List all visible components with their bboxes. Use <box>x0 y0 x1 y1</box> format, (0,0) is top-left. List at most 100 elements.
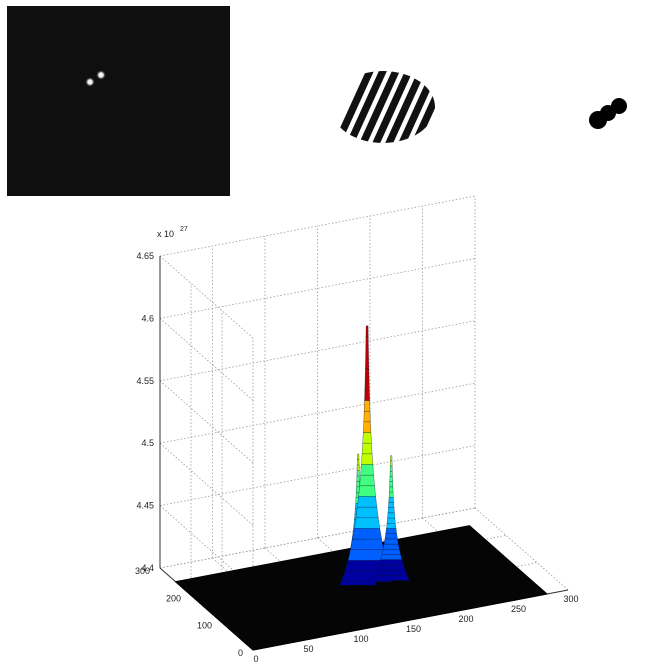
tick-label: 0 <box>253 654 258 664</box>
surface-peak-band <box>365 325 369 337</box>
tick-label: 4.55 <box>136 376 154 386</box>
tick-label: 250 <box>511 604 526 614</box>
fringe-panel <box>331 71 435 143</box>
surface-peak-band <box>380 554 403 560</box>
surface-peak-band <box>364 400 371 412</box>
surface-mesh <box>174 325 549 651</box>
surface-peak-band <box>356 475 360 482</box>
surface-peak-band <box>386 517 396 524</box>
surface-peak-band <box>365 357 369 369</box>
surface-peak-band <box>350 538 384 550</box>
surface-peak-band <box>389 486 394 493</box>
photo-background <box>7 6 230 196</box>
surface-peak-band <box>384 533 398 540</box>
tick-label: 4.4 <box>141 563 154 573</box>
surface-peak-band <box>358 485 376 497</box>
grid-line <box>159 318 254 401</box>
surface-peak-band <box>389 481 394 488</box>
surface-peak-band <box>363 411 371 422</box>
tick-label: 200 <box>166 593 181 603</box>
surface-peak-band <box>356 481 360 487</box>
surface-peak-band <box>357 453 360 460</box>
surface-peak-band <box>362 432 372 444</box>
bright-spot <box>85 77 95 87</box>
fringe-stripe <box>331 71 378 143</box>
tick-label: 0 <box>238 648 243 658</box>
surface-peak-band <box>390 460 393 467</box>
tick-label: 4.6 <box>141 313 154 323</box>
surface-peak-band <box>389 465 393 472</box>
surface-peak-band <box>378 559 404 566</box>
surface-peak-band <box>365 336 369 348</box>
surface-peak-band <box>361 453 373 465</box>
grid-line <box>159 195 476 257</box>
surface-peak-band <box>389 476 393 482</box>
surface-peak-band <box>385 528 397 534</box>
grid-line <box>159 258 476 319</box>
surface-peak-band <box>359 474 375 486</box>
grid-line <box>159 382 476 444</box>
tick-label: 4.45 <box>136 501 154 511</box>
bright-spot <box>96 70 106 80</box>
surface-base <box>174 525 549 651</box>
surface-peak-band <box>360 464 374 476</box>
z-exponent-value: 27 <box>180 226 188 233</box>
tick-label: 4.5 <box>141 438 154 448</box>
surface-peak-band <box>386 523 397 529</box>
binary-blob <box>611 98 627 114</box>
surface-peak-band <box>382 543 400 550</box>
surface-peak-band <box>354 517 381 529</box>
fringe-stripe <box>434 71 435 143</box>
tick-label: 300 <box>563 594 578 604</box>
grid-line <box>159 320 476 382</box>
surface-peak-band <box>361 443 373 454</box>
surface-peak-band <box>387 512 396 519</box>
surface-peak-band <box>388 502 395 508</box>
surface-peak-band <box>356 464 360 471</box>
surface-peak-band <box>355 506 379 518</box>
fringe-stripe <box>369 71 417 143</box>
tick-label: 50 <box>303 644 313 654</box>
tick-label: 100 <box>353 634 368 644</box>
surface-peak-band <box>365 347 369 359</box>
fringe-stripe <box>356 71 404 143</box>
grid-line <box>159 507 476 569</box>
grid-line <box>159 445 476 506</box>
fringe-stripe <box>382 71 430 143</box>
surface-peak-band <box>363 421 372 433</box>
tick-label: 4.65 <box>136 251 154 261</box>
grid-line <box>159 380 254 464</box>
surface-peak-band <box>388 497 394 503</box>
grid-line <box>159 255 254 339</box>
photo-panel <box>7 6 230 196</box>
z-exponent-label: x 10 <box>157 229 174 239</box>
surface-peak-band <box>364 368 370 380</box>
surface-peak-band <box>381 549 401 555</box>
fringe-stripe <box>343 71 391 143</box>
fringe-stripe <box>408 71 435 143</box>
surface-peak-band <box>387 507 395 514</box>
surface-peak-band <box>352 528 382 540</box>
tick-labels: 4.4 4.45 4.5 4.55 4.6 4.65 0 50 100 150 200 250 300 0… <box>135 251 579 664</box>
surface-peak-band <box>388 491 394 498</box>
surface-peak-band <box>389 471 393 477</box>
surface-peak-band <box>364 389 370 401</box>
surface-plot: 4.4 4.45 4.5 4.55 4.6 4.65 0 50 100 150 200 250 300 0… <box>135 195 579 664</box>
surface-peak-band <box>357 459 360 466</box>
surface-peak-band <box>372 575 410 581</box>
surface-peak-band <box>356 470 360 477</box>
surface-peak-band <box>377 564 406 571</box>
surface-peak-band <box>375 569 408 576</box>
grid-line <box>159 442 254 526</box>
surface-peak-band <box>364 379 370 391</box>
surface-peak-band <box>347 549 387 561</box>
surface-peak-band <box>383 538 399 545</box>
tick-label: 300 <box>135 566 150 576</box>
blob-panel <box>589 98 627 129</box>
tick-label: 100 <box>197 621 212 631</box>
surface-peak-band <box>390 455 393 462</box>
tick-label: 200 <box>458 614 473 624</box>
tick-label: 150 <box>406 624 421 634</box>
surface-peak-band <box>357 496 378 508</box>
